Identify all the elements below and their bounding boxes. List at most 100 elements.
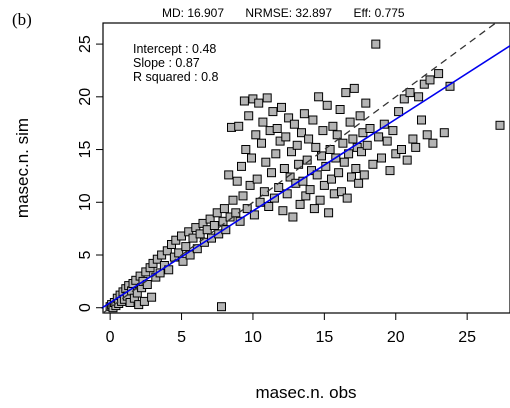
x-tick-label: 25 xyxy=(458,329,476,346)
identity-line xyxy=(102,22,497,314)
data-point xyxy=(297,128,306,138)
data-point xyxy=(324,208,334,218)
data-point xyxy=(495,120,505,130)
data-point xyxy=(264,202,274,211)
data-point xyxy=(319,180,329,190)
data-point xyxy=(284,113,294,123)
data-point xyxy=(428,138,438,148)
data-point xyxy=(221,225,231,235)
x-tick-label: 0 xyxy=(106,329,115,346)
data-point xyxy=(349,83,359,93)
data-point xyxy=(242,204,252,214)
data-point xyxy=(147,292,157,302)
data-point xyxy=(258,117,268,127)
data-point xyxy=(288,212,298,222)
data-point xyxy=(434,69,444,79)
slope-text: Slope : 0.87 xyxy=(133,56,200,70)
data-point xyxy=(299,109,309,119)
data-point xyxy=(328,121,338,131)
data-point xyxy=(425,75,435,85)
data-point xyxy=(304,134,314,144)
data-point xyxy=(414,92,424,102)
data-point xyxy=(292,140,302,150)
data-point xyxy=(338,138,348,148)
data-point xyxy=(377,153,386,163)
data-point xyxy=(405,88,415,98)
data-point xyxy=(267,168,276,178)
x-axis-ticks: 0 5 10 15 20 25 xyxy=(106,313,476,346)
data-point xyxy=(302,155,312,165)
data-point xyxy=(318,126,328,136)
data-point xyxy=(365,124,375,133)
y-tick-label: 0 xyxy=(77,303,94,312)
data-point xyxy=(295,199,305,209)
data-point xyxy=(311,142,321,152)
data-point xyxy=(345,117,355,127)
data-point xyxy=(219,204,229,214)
r-squared-text: R squared : 0.8 xyxy=(133,70,219,84)
data-point xyxy=(439,128,449,138)
data-point xyxy=(254,98,264,108)
data-point xyxy=(388,126,398,136)
data-point xyxy=(399,94,409,104)
data-point xyxy=(277,102,286,112)
data-point xyxy=(417,115,426,125)
y-axis-ticks: 0 5 10 15 20 25 xyxy=(77,35,103,312)
data-point xyxy=(332,130,342,140)
data-point xyxy=(351,164,361,173)
data-point xyxy=(397,145,406,154)
data-point xyxy=(339,157,349,167)
data-point xyxy=(334,168,344,178)
data-point xyxy=(382,136,392,146)
y-axis-label: masec.n. sim xyxy=(13,118,32,218)
data-point xyxy=(274,183,284,192)
data-point xyxy=(335,105,345,114)
fit-line xyxy=(101,45,510,309)
y-tick-label: 20 xyxy=(77,88,94,106)
data-point xyxy=(228,195,238,205)
data-point xyxy=(354,178,364,188)
data-point xyxy=(385,166,395,176)
eff-metric: Eff: 0.775 xyxy=(353,6,405,20)
md-metric: MD: 16.907 xyxy=(162,6,225,20)
data-point xyxy=(408,134,418,144)
data-point xyxy=(244,111,254,121)
data-point xyxy=(322,100,332,110)
data-point xyxy=(217,302,226,312)
data-point xyxy=(348,134,358,144)
data-point xyxy=(289,119,299,129)
data-point xyxy=(261,157,271,167)
data-point xyxy=(241,145,251,154)
points-layer xyxy=(105,39,505,313)
plot-frame xyxy=(102,22,510,314)
data-point xyxy=(394,107,404,117)
data-point xyxy=(245,180,255,190)
data-point xyxy=(355,111,365,121)
x-axis-label: masec.n. obs xyxy=(255,383,356,402)
data-point xyxy=(402,155,412,165)
data-point xyxy=(411,142,421,152)
data-point xyxy=(181,242,191,252)
regression-annotation: Intercept : 0.48 Slope : 0.87 R squared … xyxy=(133,42,218,84)
data-point xyxy=(327,174,336,184)
data-point xyxy=(234,121,244,131)
data-point xyxy=(317,151,326,161)
data-point xyxy=(252,174,262,184)
data-point xyxy=(278,206,288,216)
data-point xyxy=(309,204,319,214)
x-tick-label: 5 xyxy=(177,329,186,346)
data-point xyxy=(314,92,324,102)
y-tick-label: 25 xyxy=(77,35,94,53)
y-tick-label: 5 xyxy=(77,250,94,259)
data-point xyxy=(357,147,366,157)
data-point xyxy=(259,187,269,197)
data-point xyxy=(238,191,248,201)
data-point xyxy=(271,149,281,159)
data-point xyxy=(281,132,291,142)
data-point xyxy=(308,115,318,125)
y-tick-label: 10 xyxy=(77,193,94,211)
data-point xyxy=(237,161,246,171)
data-point xyxy=(371,39,381,49)
data-point xyxy=(361,98,371,108)
data-point xyxy=(268,107,278,117)
